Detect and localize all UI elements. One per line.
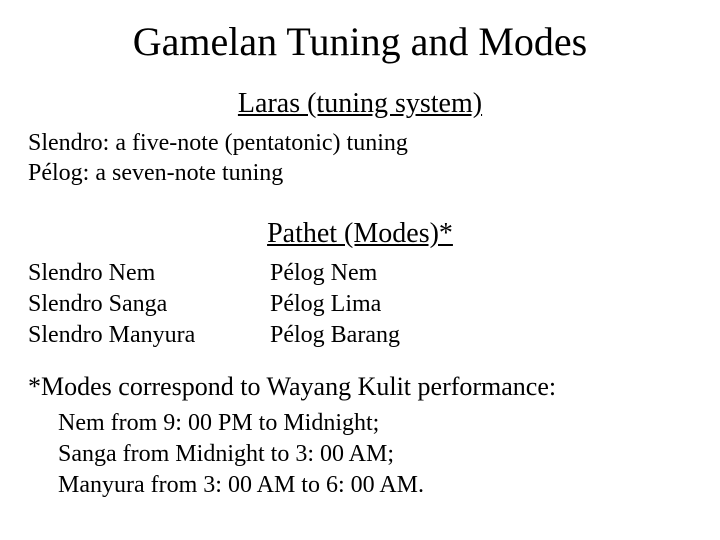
pathet-heading: Pathet (Modes)* — [0, 218, 720, 250]
pathet-right-1: Pélog Nem — [270, 258, 400, 289]
footnote-line-3: Manyura from 3: 00 AM to 6: 00 AM. — [58, 470, 424, 501]
slide-title: Gamelan Tuning and Modes — [0, 18, 720, 65]
slide: Gamelan Tuning and Modes Laras (tuning s… — [0, 0, 720, 540]
footnote-heading: *Modes correspond to Wayang Kulit perfor… — [28, 372, 556, 402]
pathet-right-2: Pélog Lima — [270, 289, 400, 320]
pathet-left-1: Slendro Nem — [28, 258, 195, 289]
laras-heading: Laras (tuning system) — [0, 88, 720, 120]
laras-body: Slendro: a five-note (pentatonic) tuning… — [28, 128, 408, 188]
pathet-right-column: Pélog Nem Pélog Lima Pélog Barang — [270, 258, 400, 352]
pathet-left-3: Slendro Manyura — [28, 320, 195, 351]
laras-line-2: Pélog: a seven-note tuning — [28, 158, 408, 188]
footnote-body: Nem from 9: 00 PM to Midnight; Sanga fro… — [58, 408, 424, 502]
pathet-right-3: Pélog Barang — [270, 320, 400, 351]
footnote-line-2: Sanga from Midnight to 3: 00 AM; — [58, 439, 424, 470]
pathet-left-column: Slendro Nem Slendro Sanga Slendro Manyur… — [28, 258, 195, 352]
footnote-line-1: Nem from 9: 00 PM to Midnight; — [58, 408, 424, 439]
laras-line-1: Slendro: a five-note (pentatonic) tuning — [28, 128, 408, 158]
pathet-left-2: Slendro Sanga — [28, 289, 195, 320]
